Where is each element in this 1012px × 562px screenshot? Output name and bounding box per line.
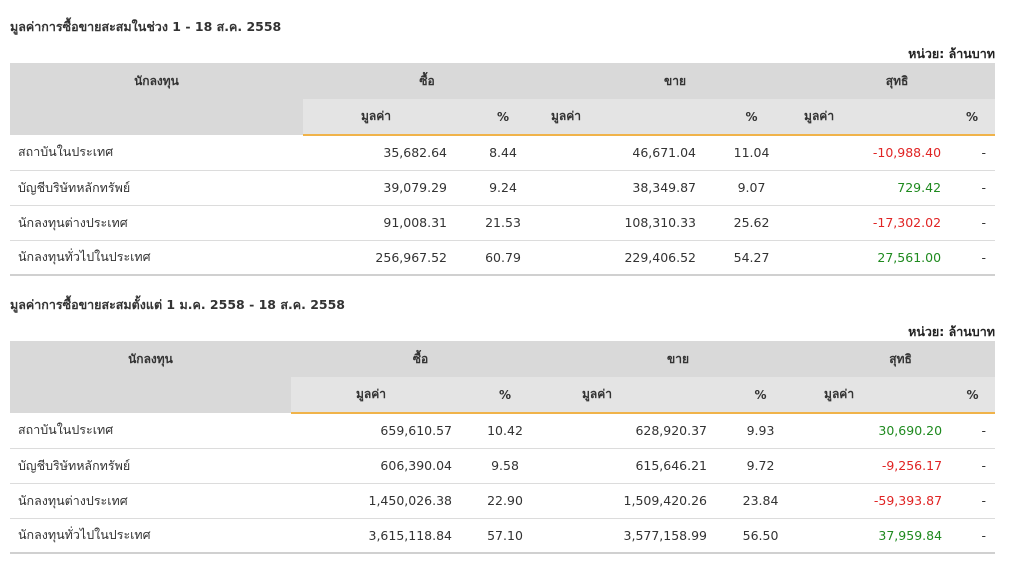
sell-value: 46,671.04	[551, 135, 705, 171]
header-buy-percent: %	[455, 99, 552, 136]
header-net-value: มูลค่า	[799, 99, 950, 136]
investor-name: สถาบันในประเทศ	[10, 413, 291, 449]
sell-value: 615,646.21	[550, 448, 716, 484]
investor-name: สถาบันในประเทศ	[10, 135, 303, 171]
sell-value: 1,509,420.26	[550, 483, 716, 519]
table-row: สถาบันในประเทศ 35,682.64 8.44 46,671.04 …	[10, 135, 996, 171]
header-blank	[10, 377, 291, 413]
net-percent: -	[949, 240, 996, 276]
net-value: -17,302.02	[799, 205, 950, 241]
header-net-percent: %	[949, 99, 996, 136]
net-percent: -	[949, 205, 996, 241]
buy-percent: 9.58	[460, 448, 551, 484]
sell-value: 3,577,158.99	[550, 518, 716, 554]
header-sell: ขาย	[551, 63, 800, 99]
buy-value: 3,615,118.84	[291, 518, 460, 554]
buy-value: 1,450,026.38	[291, 483, 460, 519]
section-title: มูลค่าการซื้อขายสะสมตั้งแต่ 1 ม.ค. 2558 …	[10, 297, 345, 312]
header-buy: ซื้อ	[291, 341, 551, 377]
table-row: นักลงทุนทั่วไปในประเทศ 3,615,118.84 57.1…	[10, 518, 996, 554]
sell-value: 628,920.37	[550, 413, 716, 449]
header-net: สุทธิ	[799, 63, 996, 99]
sell-percent: 11.04	[704, 135, 800, 171]
sell-value: 38,349.87	[551, 170, 705, 206]
header-buy-value: มูลค่า	[291, 377, 460, 414]
net-value: 729.42	[799, 170, 950, 206]
buy-value: 606,390.04	[291, 448, 460, 484]
header-net-value: มูลค่า	[806, 377, 951, 414]
buy-value: 91,008.31	[303, 205, 455, 241]
net-percent: -	[949, 170, 996, 206]
net-value: -10,988.40	[799, 135, 950, 171]
net-value: 37,959.84	[806, 518, 951, 554]
sell-percent: 23.84	[715, 483, 807, 519]
investor-name: นักลงทุนต่างประเทศ	[10, 205, 303, 241]
net-percent: -	[950, 483, 996, 519]
header-sell-percent: %	[704, 99, 800, 136]
table-row: นักลงทุนต่างประเทศ 91,008.31 21.53 108,3…	[10, 205, 996, 241]
header-net-percent: %	[950, 377, 996, 414]
table-row: นักลงทุนทั่วไปในประเทศ 256,967.52 60.79 …	[10, 240, 996, 276]
table-row: สถาบันในประเทศ 659,610.57 10.42 628,920.…	[10, 413, 996, 449]
buy-percent: 57.10	[460, 518, 551, 554]
net-value: -59,393.87	[806, 483, 951, 519]
header-buy-value: มูลค่า	[303, 99, 455, 136]
table-subheader-row: มูลค่า % มูลค่า % มูลค่า %	[10, 99, 996, 136]
header-blank	[10, 99, 303, 135]
header-sell-percent: %	[715, 377, 807, 414]
sell-value: 108,310.33	[551, 205, 705, 241]
net-percent: -	[950, 413, 996, 449]
table-subheader-row: มูลค่า % มูลค่า % มูลค่า %	[10, 377, 996, 414]
net-percent: -	[949, 135, 996, 171]
section-period-trading: มูลค่าการซื้อขายสะสมในช่วง 1 - 18 ส.ค. 2…	[10, 17, 996, 276]
buy-value: 35,682.64	[303, 135, 455, 171]
sell-percent: 56.50	[715, 518, 807, 554]
sell-value: 229,406.52	[551, 240, 705, 276]
investor-name: นักลงทุนทั่วไปในประเทศ	[10, 518, 291, 554]
table-row: บัญชีบริษัทหลักทรัพย์ 606,390.04 9.58 61…	[10, 448, 996, 484]
table-header-row: นักลงทุน ซื้อ ขาย สุทธิ	[10, 341, 996, 377]
sell-percent: 9.72	[715, 448, 807, 484]
header-investor: นักลงทุน	[10, 63, 303, 99]
unit-label: หน่วย: ล้านบาท	[908, 324, 995, 339]
buy-value: 659,610.57	[291, 413, 460, 449]
buy-percent: 60.79	[455, 240, 552, 276]
sell-percent: 9.07	[704, 170, 800, 206]
table-row: นักลงทุนต่างประเทศ 1,450,026.38 22.90 1,…	[10, 483, 996, 519]
net-percent: -	[950, 518, 996, 554]
buy-value: 256,967.52	[303, 240, 455, 276]
header-sell-value: มูลค่า	[550, 377, 716, 414]
investor-name: นักลงทุนต่างประเทศ	[10, 483, 291, 519]
trading-table: นักลงทุน ซื้อ ขาย สุทธิ มูลค่า % มูลค่า …	[10, 63, 996, 276]
trading-table: นักลงทุน ซื้อ ขาย สุทธิ มูลค่า % มูลค่า …	[10, 341, 996, 554]
investor-name: นักลงทุนทั่วไปในประเทศ	[10, 240, 303, 276]
header-buy: ซื้อ	[303, 63, 552, 99]
header-net: สุทธิ	[806, 341, 996, 377]
table-header-row: นักลงทุน ซื้อ ขาย สุทธิ	[10, 63, 996, 99]
investor-name: บัญชีบริษัทหลักทรัพย์	[10, 448, 291, 484]
section-ytd-trading: มูลค่าการซื้อขายสะสมตั้งแต่ 1 ม.ค. 2558 …	[10, 295, 996, 554]
sell-percent: 54.27	[704, 240, 800, 276]
net-percent: -	[950, 448, 996, 484]
buy-percent: 21.53	[455, 205, 552, 241]
sell-percent: 25.62	[704, 205, 800, 241]
header-sell: ขาย	[550, 341, 807, 377]
header-sell-value: มูลค่า	[551, 99, 705, 136]
net-value: 30,690.20	[806, 413, 951, 449]
buy-value: 39,079.29	[303, 170, 455, 206]
header-buy-percent: %	[460, 377, 551, 414]
buy-percent: 8.44	[455, 135, 552, 171]
buy-percent: 9.24	[455, 170, 552, 206]
unit-label: หน่วย: ล้านบาท	[908, 46, 995, 61]
sell-percent: 9.93	[715, 413, 807, 449]
buy-percent: 22.90	[460, 483, 551, 519]
investor-name: บัญชีบริษัทหลักทรัพย์	[10, 170, 303, 206]
table-row: บัญชีบริษัทหลักทรัพย์ 39,079.29 9.24 38,…	[10, 170, 996, 206]
net-value: -9,256.17	[806, 448, 951, 484]
net-value: 27,561.00	[799, 240, 950, 276]
section-title: มูลค่าการซื้อขายสะสมในช่วง 1 - 18 ส.ค. 2…	[10, 19, 282, 34]
header-investor: นักลงทุน	[10, 341, 291, 377]
buy-percent: 10.42	[460, 413, 551, 449]
